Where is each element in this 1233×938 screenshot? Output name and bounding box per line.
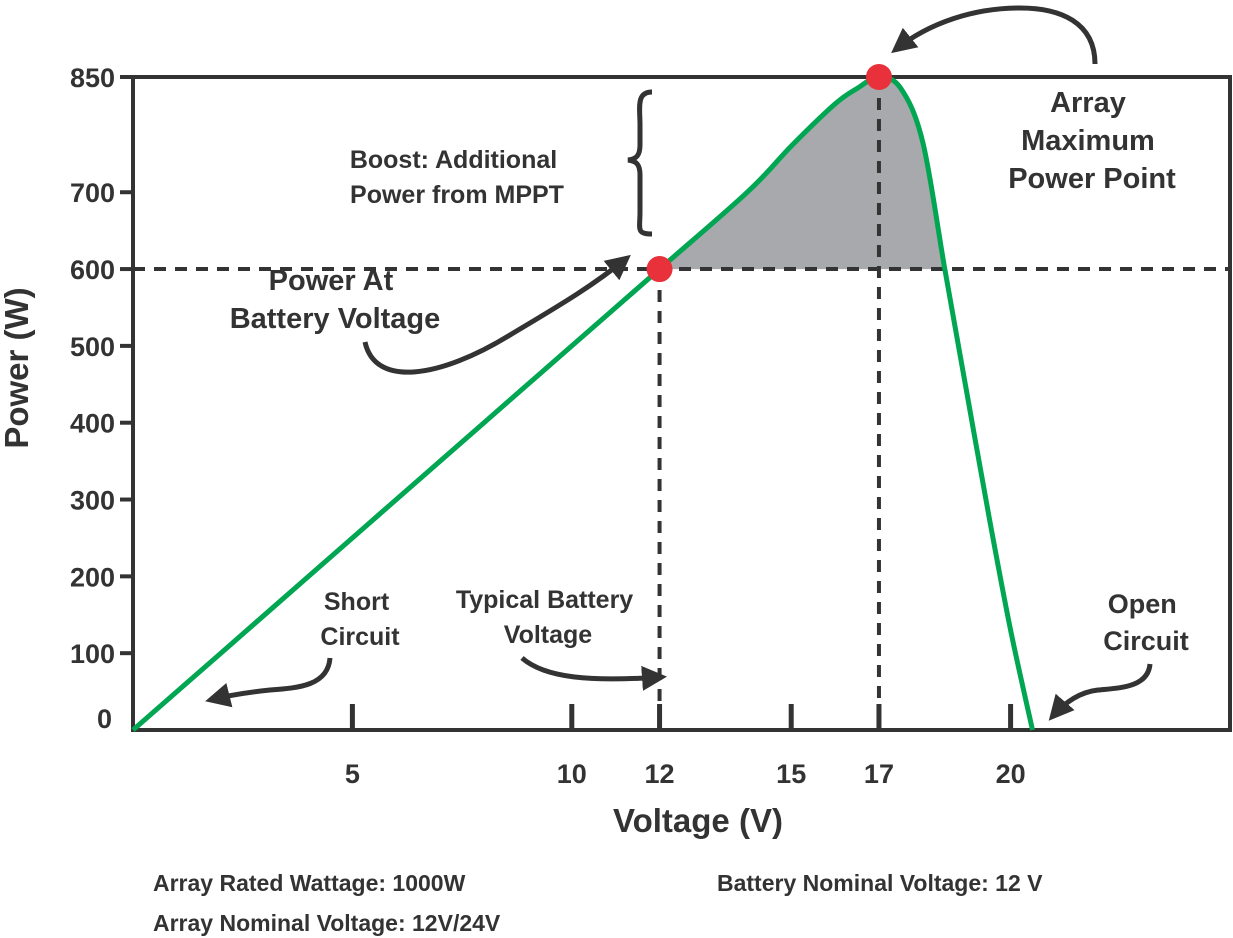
y-tick-label: 850 xyxy=(70,63,115,93)
max-power-point-line-3: Power Point xyxy=(1008,163,1176,195)
typical-battery-line-2: Voltage xyxy=(504,621,593,649)
boost-annotation-line-2: Power from MPPT xyxy=(350,181,564,209)
y-tick-label: 200 xyxy=(70,562,115,592)
y-tick-label: 400 xyxy=(70,409,115,439)
key-point-marker xyxy=(865,64,892,90)
short-circuit-arrow xyxy=(205,657,333,708)
y-tick-label: 700 xyxy=(70,178,115,208)
reference-lines xyxy=(133,77,1230,730)
boost-annotation-line-1: Boost: Additional xyxy=(350,146,557,174)
y-axis-title: Power (W) xyxy=(0,287,35,448)
x-axis-title: Voltage (V) xyxy=(613,802,783,839)
array-rated-wattage: Array Rated Wattage: 1000W xyxy=(153,870,466,896)
typical-battery-arrow xyxy=(520,656,667,691)
y-tick-label: 300 xyxy=(70,486,115,516)
open-circuit-annotation: Open Circuit xyxy=(1103,589,1189,656)
y-tick-label: 600 xyxy=(70,255,115,285)
array-nominal-voltage: Array Nominal Voltage: 12V/24V xyxy=(153,910,501,936)
x-tick-label: 5 xyxy=(345,759,360,789)
key-points xyxy=(646,64,892,283)
short-circuit-line-1: Short xyxy=(324,588,390,616)
y-tick-label: 0 xyxy=(97,704,112,734)
x-axis-ticks: 5 10 12 15 17 20 xyxy=(345,704,1026,789)
power-at-battery-line-2: Battery Voltage xyxy=(230,303,441,335)
series-layer xyxy=(131,74,1035,732)
boost-shaded-region xyxy=(659,77,945,270)
short-circuit-annotation: Short Circuit xyxy=(320,588,400,651)
open-circuit-line-1: Open xyxy=(1108,589,1177,619)
plot-frame xyxy=(131,75,1232,732)
key-point-marker xyxy=(646,256,673,283)
power-at-battery-annotation: Power At Battery Voltage xyxy=(230,265,441,335)
max-power-point-annotation: Array Maximum Power Point xyxy=(1008,87,1176,195)
power-at-battery-line-1: Power At xyxy=(269,265,394,297)
boost-region-fill xyxy=(659,77,945,270)
boost-brace xyxy=(627,89,653,237)
short-circuit-line-2: Circuit xyxy=(320,623,400,651)
open-circuit-line-2: Circuit xyxy=(1103,626,1189,656)
x-tick-label: 15 xyxy=(776,759,806,789)
open-circuit-arrow xyxy=(1048,663,1153,721)
x-tick-label: 12 xyxy=(645,759,675,789)
max-power-point-arrow xyxy=(891,5,1098,65)
x-tick-label: 17 xyxy=(864,759,894,789)
battery-nominal-voltage: Battery Nominal Voltage: 12 V xyxy=(717,870,1043,896)
max-power-point-line-2: Maximum xyxy=(1021,125,1155,157)
x-tick-label: 20 xyxy=(996,759,1026,789)
typical-battery-annotation: Typical Battery Voltage xyxy=(456,586,640,649)
y-axis-ticks: 0 100 200 300 400 500 600 700 850 xyxy=(70,63,133,734)
y-tick-label: 100 xyxy=(70,639,115,669)
boost-annotation: Boost: Additional Power from MPPT xyxy=(350,146,564,209)
series-line xyxy=(131,74,1035,732)
power-at-battery-arrow xyxy=(362,254,631,375)
typical-battery-line-1: Typical Battery xyxy=(456,586,633,614)
y-tick-label: 500 xyxy=(70,332,115,362)
x-tick-label: 10 xyxy=(557,759,587,789)
max-power-point-line-1: Array xyxy=(1050,87,1126,119)
